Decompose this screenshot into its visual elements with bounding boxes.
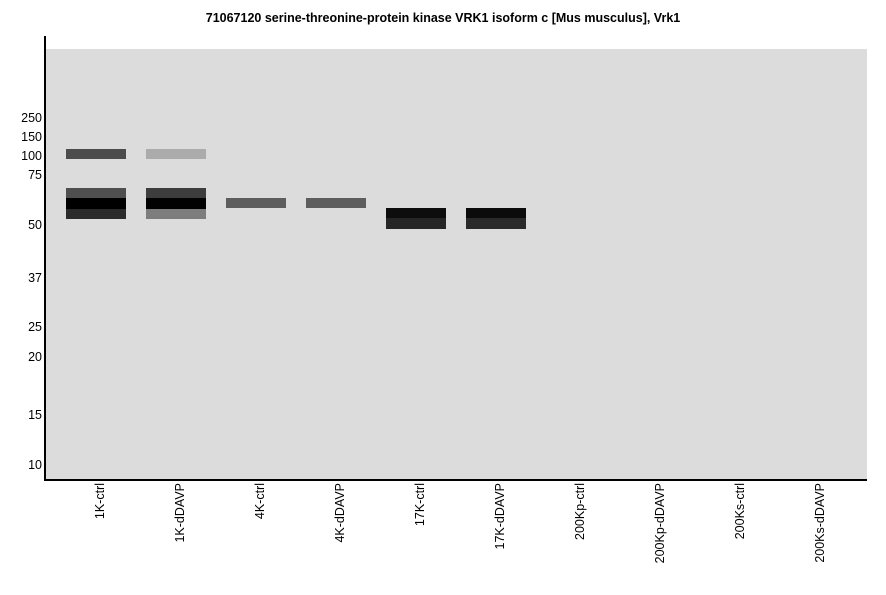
- band: [466, 208, 526, 218]
- band: [146, 149, 206, 159]
- band: [146, 198, 206, 209]
- lane-label: 200Ks-ctrl: [733, 483, 747, 540]
- lane-label: 17K-ctrl: [413, 483, 427, 527]
- band: [226, 198, 286, 208]
- mw-marker-label: 15: [28, 408, 42, 422]
- mw-marker-label: 37: [28, 271, 42, 285]
- lane-label: 1K-ctrl: [93, 483, 107, 520]
- band: [386, 218, 446, 229]
- band: [66, 188, 126, 198]
- band: [386, 208, 446, 218]
- lane-label: 17K-dDAVP: [493, 483, 507, 550]
- mw-marker-label: 10: [28, 458, 42, 472]
- lane-label: 4K-ctrl: [253, 483, 267, 520]
- mw-marker-label: 25: [28, 320, 42, 334]
- mw-marker-label: 20: [28, 350, 42, 364]
- mw-marker-label: 150: [21, 130, 42, 144]
- chart-title: 71067120 serine-threonine-protein kinase…: [205, 11, 681, 25]
- x-axis-line: [44, 479, 867, 481]
- band: [66, 149, 126, 159]
- band: [66, 198, 126, 209]
- lane-label: 4K-dDAVP: [333, 483, 347, 543]
- band: [146, 188, 206, 198]
- lane-label: 200Kp-ctrl: [573, 483, 587, 540]
- lane-label: 200Ks-dDAVP: [813, 483, 827, 563]
- band: [66, 209, 126, 219]
- mw-marker-label: 250: [21, 111, 42, 125]
- mw-marker-label: 100: [21, 149, 42, 163]
- band: [306, 198, 366, 208]
- y-axis-line: [44, 36, 46, 481]
- lane-label: 1K-dDAVP: [173, 483, 187, 543]
- mw-marker-label: 50: [28, 218, 42, 232]
- lane-label: 200Kp-dDAVP: [653, 483, 667, 564]
- plot-area: [46, 49, 867, 479]
- band: [146, 209, 206, 219]
- band: [466, 218, 526, 229]
- mw-marker-label: 75: [28, 168, 42, 182]
